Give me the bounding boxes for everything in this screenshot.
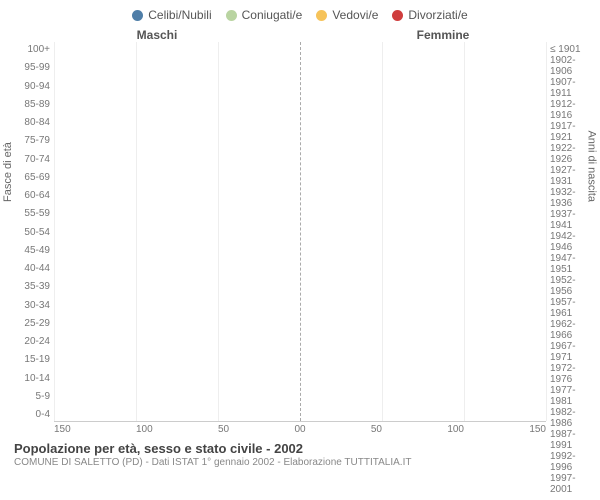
birth-label: 1952-1956: [550, 275, 594, 297]
age-label: 25-29: [6, 318, 50, 329]
legend-item: Vedovi/e: [316, 8, 378, 22]
population-pyramid: Celibi/Nubili Coniugati/e Vedovi/e Divorzia…: [0, 0, 600, 476]
header-male: Maschi: [54, 28, 300, 42]
legend-swatch: [226, 10, 237, 21]
birth-label: 1957-1961: [550, 297, 594, 319]
xtick: 50: [218, 424, 229, 435]
xticks-male: 050100150: [54, 424, 300, 435]
birth-label: 1982-1986: [550, 407, 594, 429]
birth-label: ≤ 1901: [550, 44, 594, 55]
birth-label: 1902-1906: [550, 55, 594, 77]
bars-area: [54, 42, 546, 422]
age-label: 80-84: [6, 117, 50, 128]
legend-label: Celibi/Nubili: [148, 8, 211, 22]
age-label: 5-9: [6, 391, 50, 402]
xtick: 50: [371, 424, 382, 435]
birth-label: 1947-1951: [550, 253, 594, 275]
age-labels: 100+95-9990-9485-8980-8475-7970-7465-696…: [6, 42, 54, 422]
legend-label: Divorziati/e: [408, 8, 467, 22]
age-label: 45-49: [6, 245, 50, 256]
age-label: 20-24: [6, 336, 50, 347]
xticks-female: 0 50 100 150: [300, 424, 546, 435]
axis-title-left: Fasce di età: [2, 142, 14, 202]
age-label: 0-4: [6, 409, 50, 420]
legend-swatch: [316, 10, 327, 21]
birth-label: 1987-1991: [550, 429, 594, 451]
centerline: [300, 42, 301, 421]
age-label: 90-94: [6, 81, 50, 92]
age-label: 50-54: [6, 227, 50, 238]
female-bars: [300, 42, 546, 421]
age-label: 85-89: [6, 99, 50, 110]
x-axis: 0 50 100 150 0 50 100 150: [6, 424, 594, 435]
age-label: 15-19: [6, 354, 50, 365]
birth-label: 1977-1981: [550, 385, 594, 407]
xtick: 0: [300, 424, 306, 435]
age-label: 55-59: [6, 208, 50, 219]
legend: Celibi/Nubili Coniugati/e Vedovi/e Divorzia…: [6, 8, 594, 22]
legend-label: Vedovi/e: [332, 8, 378, 22]
age-label: 10-14: [6, 373, 50, 384]
age-label: 35-39: [6, 281, 50, 292]
xtick: 150: [529, 424, 546, 435]
birth-label: 1942-1946: [550, 231, 594, 253]
xtick: 100: [136, 424, 153, 435]
axis-title-right: Anni di nascita: [586, 130, 598, 202]
age-label: 100+: [6, 44, 50, 55]
plot-area: Fasce di età Anni di nascita 100+95-9990…: [6, 42, 594, 422]
age-label: 40-44: [6, 263, 50, 274]
xtick: 150: [54, 424, 71, 435]
xtick: 100: [447, 424, 464, 435]
gender-headers: Maschi Femmine: [6, 28, 594, 42]
birth-labels: ≤ 19011902-19061907-19111912-19161917-19…: [546, 42, 594, 422]
birth-label: 1972-1976: [550, 363, 594, 385]
legend-item: Celibi/Nubili: [132, 8, 211, 22]
birth-label: 1997-2001: [550, 473, 594, 495]
legend-label: Coniugati/e: [242, 8, 303, 22]
male-bars: [54, 42, 300, 421]
footer-title: Popolazione per età, sesso e stato civil…: [14, 441, 586, 456]
birth-label: 1912-1916: [550, 99, 594, 121]
legend-swatch: [132, 10, 143, 21]
age-label: 95-99: [6, 62, 50, 73]
birth-label: 1992-1996: [550, 451, 594, 473]
age-label: 30-34: [6, 300, 50, 311]
birth-label: 1967-1971: [550, 341, 594, 363]
birth-label: 1937-1941: [550, 209, 594, 231]
legend-item: Divorziati/e: [392, 8, 467, 22]
footer: Popolazione per età, sesso e stato civil…: [6, 435, 594, 476]
legend-item: Coniugati/e: [226, 8, 303, 22]
birth-label: 1907-1911: [550, 77, 594, 99]
header-female: Femmine: [300, 28, 546, 42]
birth-label: 1962-1966: [550, 319, 594, 341]
legend-swatch: [392, 10, 403, 21]
footer-subtitle: COMUNE DI SALETTO (PD) - Dati ISTAT 1° g…: [14, 457, 586, 468]
